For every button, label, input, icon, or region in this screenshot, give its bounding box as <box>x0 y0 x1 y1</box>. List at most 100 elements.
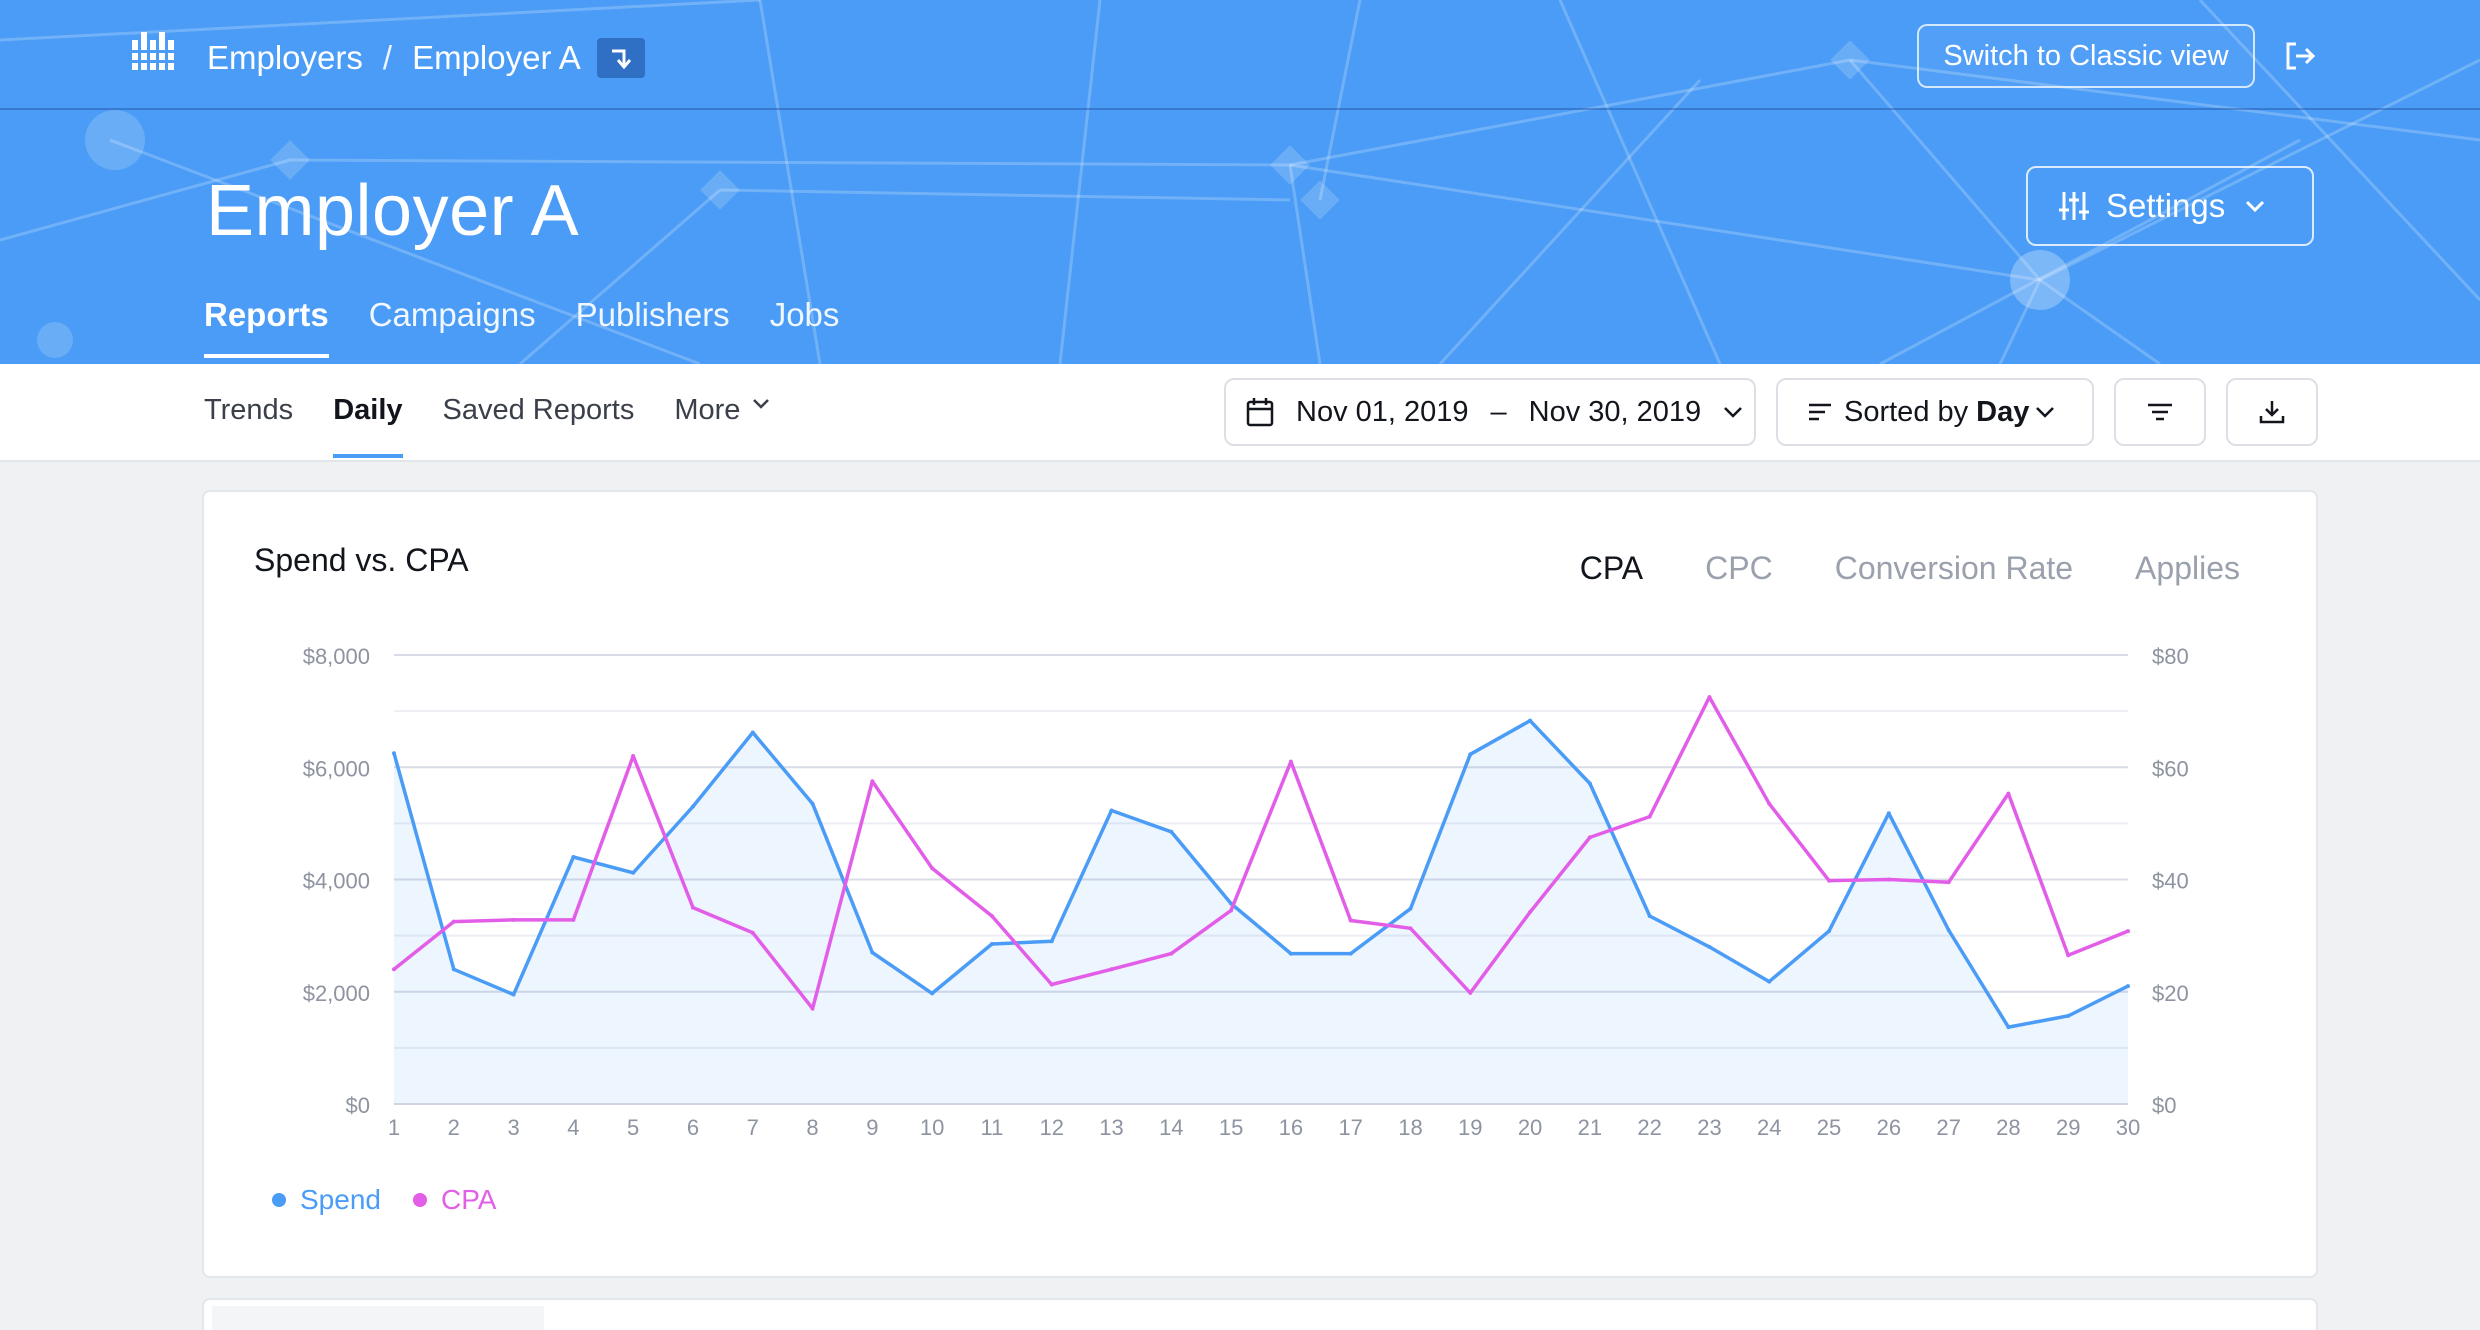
subtab-trends-label: Trends <box>204 394 294 426</box>
brand-logo-icon[interactable] <box>132 32 174 74</box>
tab-jobs[interactable]: Jobs <box>769 296 840 333</box>
x-axis-tick-label: 16 <box>1279 1115 1303 1140</box>
cpa-data-point <box>2126 929 2130 934</box>
right-axis-tick-label: $60 <box>2152 756 2189 781</box>
right-axis-tick-label: $40 <box>2152 869 2189 894</box>
cpa-data-point <box>1647 814 1652 819</box>
spend-data-point <box>1049 939 1054 944</box>
settings-label: Settings <box>2106 187 2226 224</box>
metric-tab-cpc[interactable]: CPC <box>1705 550 1773 586</box>
report-toolbar: Trends Daily Saved Reports More Nov 01, … <box>0 364 2480 462</box>
spend-data-point <box>1528 718 1533 723</box>
cpa-data-point <box>1886 877 1891 882</box>
subtab-more[interactable]: More <box>674 394 770 458</box>
x-axis-tick-label: 12 <box>1039 1115 1063 1140</box>
tab-reports[interactable]: Reports <box>204 296 329 358</box>
logout-icon[interactable] <box>2282 38 2318 74</box>
metric-tab-applies[interactable]: Applies <box>2135 550 2240 586</box>
left-axis-tick-label: $4,000 <box>303 869 370 894</box>
switch-classic-view-button[interactable]: Switch to Classic view <box>1917 24 2255 88</box>
cpa-data-point <box>1707 695 1712 700</box>
cpa-data-point <box>1229 908 1234 913</box>
spend-data-point <box>1886 811 1891 816</box>
chevron-down-icon <box>2246 200 2265 213</box>
x-axis-tick-label: 22 <box>1637 1115 1661 1140</box>
cpa-data-point <box>690 905 695 910</box>
metric-tab-cpa[interactable]: CPA <box>1579 550 1644 586</box>
filter-button[interactable] <box>2114 378 2206 446</box>
cpa-data-point <box>2006 791 2011 796</box>
legend-dot-cpa <box>412 1193 427 1207</box>
cpa-data-point <box>810 1006 815 1011</box>
switch-employer-button[interactable] <box>596 38 645 78</box>
x-axis-tick-label: 26 <box>1877 1115 1901 1140</box>
arrow-turn-down-icon <box>611 49 631 70</box>
x-axis-tick-label: 27 <box>1936 1115 1960 1140</box>
chart-legend: Spend CPA <box>272 1184 496 1216</box>
breadcrumb-employers[interactable]: Employers <box>207 39 363 76</box>
spend-data-point <box>631 870 636 875</box>
spend-data-point <box>1827 929 1832 934</box>
x-axis-tick-label: 9 <box>866 1115 878 1140</box>
metric-tab-conversion-rate[interactable]: Conversion Rate <box>1834 550 2074 586</box>
x-axis-tick-label: 20 <box>1518 1115 1542 1140</box>
x-axis-tick-label: 4 <box>567 1115 579 1140</box>
sort-lines-icon <box>1809 403 1831 421</box>
date-start: Nov 01, 2019 <box>1296 395 1469 428</box>
chart-title: Spend vs. CPA <box>254 542 469 578</box>
network-background-pattern <box>0 0 2480 364</box>
spend-cpa-line-chart[interactable]: $0 $2,000 $4,000 $6,000 $8,000 $0 $20 $40 $60 $80… <box>204 492 2320 1280</box>
cpa-data-point <box>750 930 755 935</box>
settings-button[interactable]: Settings <box>2026 166 2314 246</box>
breadcrumb: Employers / Employer A <box>207 38 645 78</box>
x-axis-tick-label: 3 <box>507 1115 519 1140</box>
spend-data-point <box>392 751 396 756</box>
cpa-data-point <box>1049 982 1054 987</box>
x-axis-tick-label: 29 <box>2056 1115 2080 1140</box>
right-axis-tick-label: $80 <box>2152 644 2189 669</box>
download-button[interactable] <box>2226 378 2318 446</box>
spend-data-point <box>1408 906 1413 911</box>
cpa-series-line <box>392 695 2129 1011</box>
cpa-data-point <box>1827 878 1832 883</box>
cpa-data-point <box>1946 880 1951 885</box>
legend-dot-spend <box>272 1193 286 1207</box>
x-axis-tick-label: 18 <box>1398 1115 1422 1140</box>
x-axis-tick-label: 14 <box>1159 1115 1183 1140</box>
spend-data-point <box>1288 951 1293 956</box>
cpa-data-point <box>989 913 994 918</box>
tab-publishers[interactable]: Publishers <box>575 296 730 333</box>
x-axis-tick-label: 11 <box>981 1115 1004 1140</box>
chevron-down-icon <box>753 399 770 409</box>
cpa-data-point <box>392 967 396 972</box>
x-axis-tick-label: 19 <box>1458 1115 1482 1140</box>
x-axis-tick-label: 24 <box>1757 1115 1781 1140</box>
cpa-data-point <box>1348 918 1353 923</box>
sort-dropdown[interactable]: Sorted by Day <box>1776 378 2094 446</box>
x-axis-tick-label: 7 <box>747 1115 759 1140</box>
calendar-icon <box>1246 398 1274 427</box>
subtab-daily[interactable]: Daily <box>333 394 403 458</box>
x-axis-tick-label: 8 <box>806 1115 818 1140</box>
cpa-data-point <box>1169 951 1174 956</box>
spend-data-point <box>2006 1025 2011 1030</box>
page-title: Employer A <box>206 171 580 251</box>
tab-campaigns[interactable]: Campaigns <box>368 296 536 333</box>
subtab-trends[interactable]: Trends <box>204 394 293 458</box>
sort-prefix: Sorted by <box>1844 395 1969 428</box>
x-axis-tick-label: 30 <box>2116 1115 2140 1140</box>
legend-item-spend[interactable]: Spend <box>272 1184 381 1216</box>
spend-data-point <box>1647 913 1652 918</box>
spend-data-point <box>2126 984 2130 989</box>
subtab-saved-reports[interactable]: Saved Reports <box>443 394 635 458</box>
sort-value: Day <box>1976 395 2030 428</box>
cpa-data-point <box>1767 801 1772 806</box>
cpa-data-point <box>870 779 875 784</box>
legend-label-cpa: CPA <box>440 1184 497 1215</box>
date-range-picker[interactable]: Nov 01, 2019 – Nov 30, 2019 <box>1224 378 1756 446</box>
table-header-placeholder <box>212 1306 544 1330</box>
cpa-data-point <box>451 919 456 924</box>
date-end: Nov 30, 2019 <box>1528 395 1702 428</box>
legend-item-cpa[interactable]: CPA <box>412 1184 497 1216</box>
spend-data-point <box>870 950 875 955</box>
